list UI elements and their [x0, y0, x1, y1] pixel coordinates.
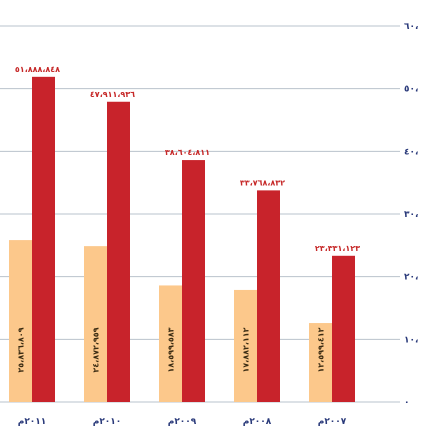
y-tick-label: ٤٠، [404, 147, 418, 157]
bar-series-1 [309, 323, 332, 402]
x-tick-label: ٢٠٠٨م [243, 417, 272, 427]
data-label-series-2: ٣٨،٦٠٤،٨١١ [165, 148, 210, 157]
y-tick-label: ٠ [404, 398, 410, 408]
bar-series-1 [234, 289, 257, 402]
y-tick-label: ٢٠، [404, 273, 418, 283]
x-tick-label: ٢٠١١م [18, 417, 47, 427]
bar-series-2 [107, 101, 130, 403]
x-tick-label: ٢٠٠٩م [168, 417, 197, 427]
y-tick-label: ٥٠، [404, 85, 418, 95]
data-label-series-1: ١٢،٥٩٩،٤١٢ [317, 327, 326, 372]
bar-series-1 [9, 240, 32, 402]
data-label-series-2: ٣٣،٧٦٨،٨٣٢ [240, 178, 285, 187]
bar-series-2 [182, 160, 205, 402]
data-label-series-1: ٢٥،٨٣٦،٨٠٩ [17, 327, 26, 372]
x-tick-label: ٢٠٠٧م [318, 417, 347, 427]
data-label-series-1: ٢٤،٨٧٢،٩٥٩ [92, 327, 101, 372]
bar-series-2 [332, 255, 355, 402]
y-tick-label: ١٠، [404, 335, 418, 345]
bar-series-1 [84, 246, 107, 402]
bar-series-2 [32, 76, 55, 402]
y-tick-label: ٦٠، [404, 22, 418, 32]
bar-series-1 [159, 285, 182, 402]
x-tick-label: ٢٠١٠م [93, 417, 122, 427]
data-label-series-1: ١٧،٨٨٢،١١٢ [242, 327, 251, 372]
data-label-series-1: ١٨،٥٩٩،٥٨٣ [167, 327, 176, 372]
data-label-series-2: ٤٧،٩١١،٩٣٦ [90, 90, 135, 99]
data-label-series-2: ٢٣،٣٣١،١٢٣ [315, 244, 360, 253]
bar-series-2 [257, 190, 280, 402]
y-tick-label: ٣٠، [404, 210, 418, 220]
data-label-series-2: ٥١،٨٨٨،٨٤٨ [15, 65, 60, 74]
